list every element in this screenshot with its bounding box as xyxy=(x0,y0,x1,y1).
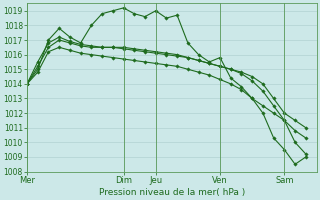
X-axis label: Pression niveau de la mer( hPa ): Pression niveau de la mer( hPa ) xyxy=(99,188,245,197)
